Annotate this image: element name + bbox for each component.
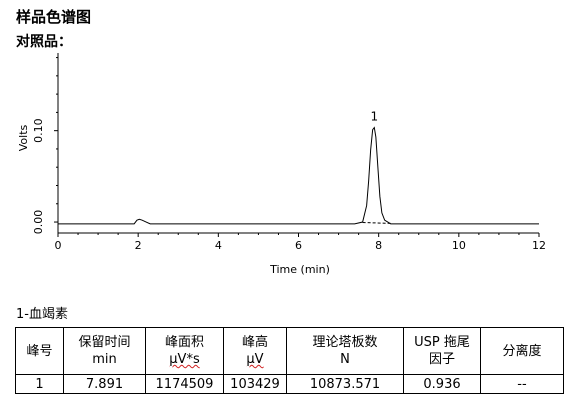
x-tick-label: 12 — [532, 239, 546, 252]
header-text: μV — [246, 352, 264, 367]
y-axis-label: Volts — [17, 124, 30, 151]
table-header-cell: 分离度 — [480, 327, 564, 375]
header-text: μV*s — [169, 352, 200, 367]
x-axis-label: Time (min) — [269, 263, 330, 276]
header-text: min — [92, 352, 117, 367]
table-header-cell: 峰高 μV — [223, 327, 287, 375]
table-cell: 10873.571 — [286, 374, 404, 394]
peak-baseline — [362, 221, 391, 224]
header-text: 因子 — [428, 352, 455, 367]
table-header-cell: 峰号 — [15, 327, 64, 375]
x-tick-label: 6 — [295, 239, 302, 252]
table-header-cell: 峰面积 μV*s — [145, 327, 224, 375]
x-tick-label: 2 — [135, 239, 142, 252]
table-header-cell: USP 拖尾 因子 — [403, 327, 481, 375]
peak-label: 1 — [370, 110, 378, 124]
header-text: USP 拖尾 — [414, 335, 470, 350]
x-axis-ticks: 0 2 4 6 8 10 12 — [55, 233, 546, 252]
header-text: 保留时间 — [78, 335, 131, 350]
table-header-cell: 理论塔板数 N — [286, 327, 404, 375]
peak-labels: 1 — [370, 110, 378, 124]
table-cell: 0.936 — [403, 374, 481, 394]
y-axis-ticks: 0.00 0.10 — [32, 57, 58, 235]
chromatogram-trace — [58, 126, 539, 225]
y-tick-label: 0.00 — [32, 210, 45, 235]
table-body: 1 7.891 1174509 103429 10873.571 0.936 -- — [15, 374, 564, 394]
table-header-row: 峰号 保留时间 min 峰面积 μV*s 峰高 μV 理论塔板数 N USP 拖尾 因子 分离度 — [15, 327, 564, 375]
table-header-cell: 保留时间 min — [63, 327, 146, 375]
x-tick-label: 10 — [452, 239, 466, 252]
compound-label: 1-血竭素 — [16, 307, 68, 322]
x-tick-label: 4 — [215, 239, 222, 252]
header-text: 峰面积 — [164, 335, 204, 350]
header-text: N — [340, 352, 350, 367]
table-cell: 1174509 — [145, 374, 224, 394]
page-title: 样品色谱图 — [16, 8, 92, 26]
table-row: 1 7.891 1174509 103429 10873.571 0.936 -- — [15, 374, 564, 394]
header-text: 峰高 — [241, 335, 268, 350]
y-tick-label: 0.10 — [32, 118, 45, 143]
table-cell: 1 — [15, 374, 64, 394]
table-cell: 7.891 — [63, 374, 146, 394]
x-tick-label: 0 — [55, 239, 62, 252]
table-cell: -- — [480, 374, 564, 394]
chromatogram-chart: 0 2 4 6 8 10 12 0.00 0.10 Time (min) Volts 1 — [17, 53, 546, 276]
x-tick-label: 8 — [375, 239, 382, 252]
header-text: 分离度 — [502, 343, 542, 359]
series-group — [58, 126, 539, 225]
table-cell: 103429 — [223, 374, 287, 394]
sample-heading: 对照品： — [16, 34, 72, 50]
plot-frame — [57, 53, 539, 234]
header-text: 峰号 — [26, 343, 53, 359]
header-text: 理论塔板数 — [312, 335, 378, 350]
